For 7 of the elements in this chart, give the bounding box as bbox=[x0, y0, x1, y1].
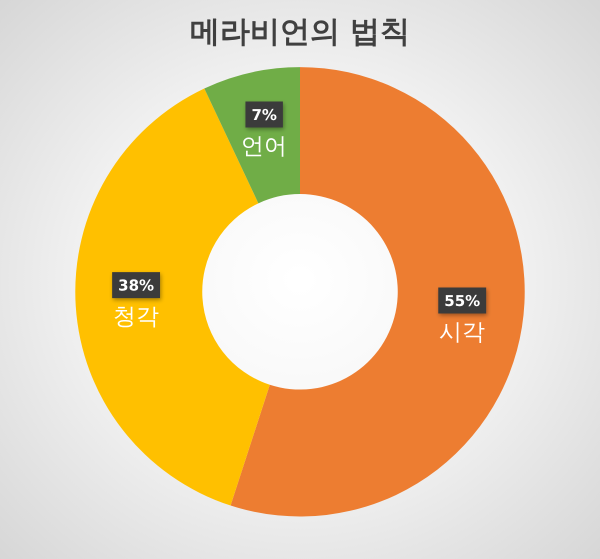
slice-label: 시각 bbox=[439, 319, 486, 346]
data-label: 55% bbox=[444, 292, 480, 310]
data-label: 38% bbox=[118, 276, 154, 295]
data-label: 7% bbox=[251, 106, 277, 124]
slice-label: 청각 bbox=[113, 304, 160, 330]
slice-label: 언어 bbox=[241, 134, 288, 160]
chart-title: 메라비언의 법칙 bbox=[190, 14, 410, 50]
